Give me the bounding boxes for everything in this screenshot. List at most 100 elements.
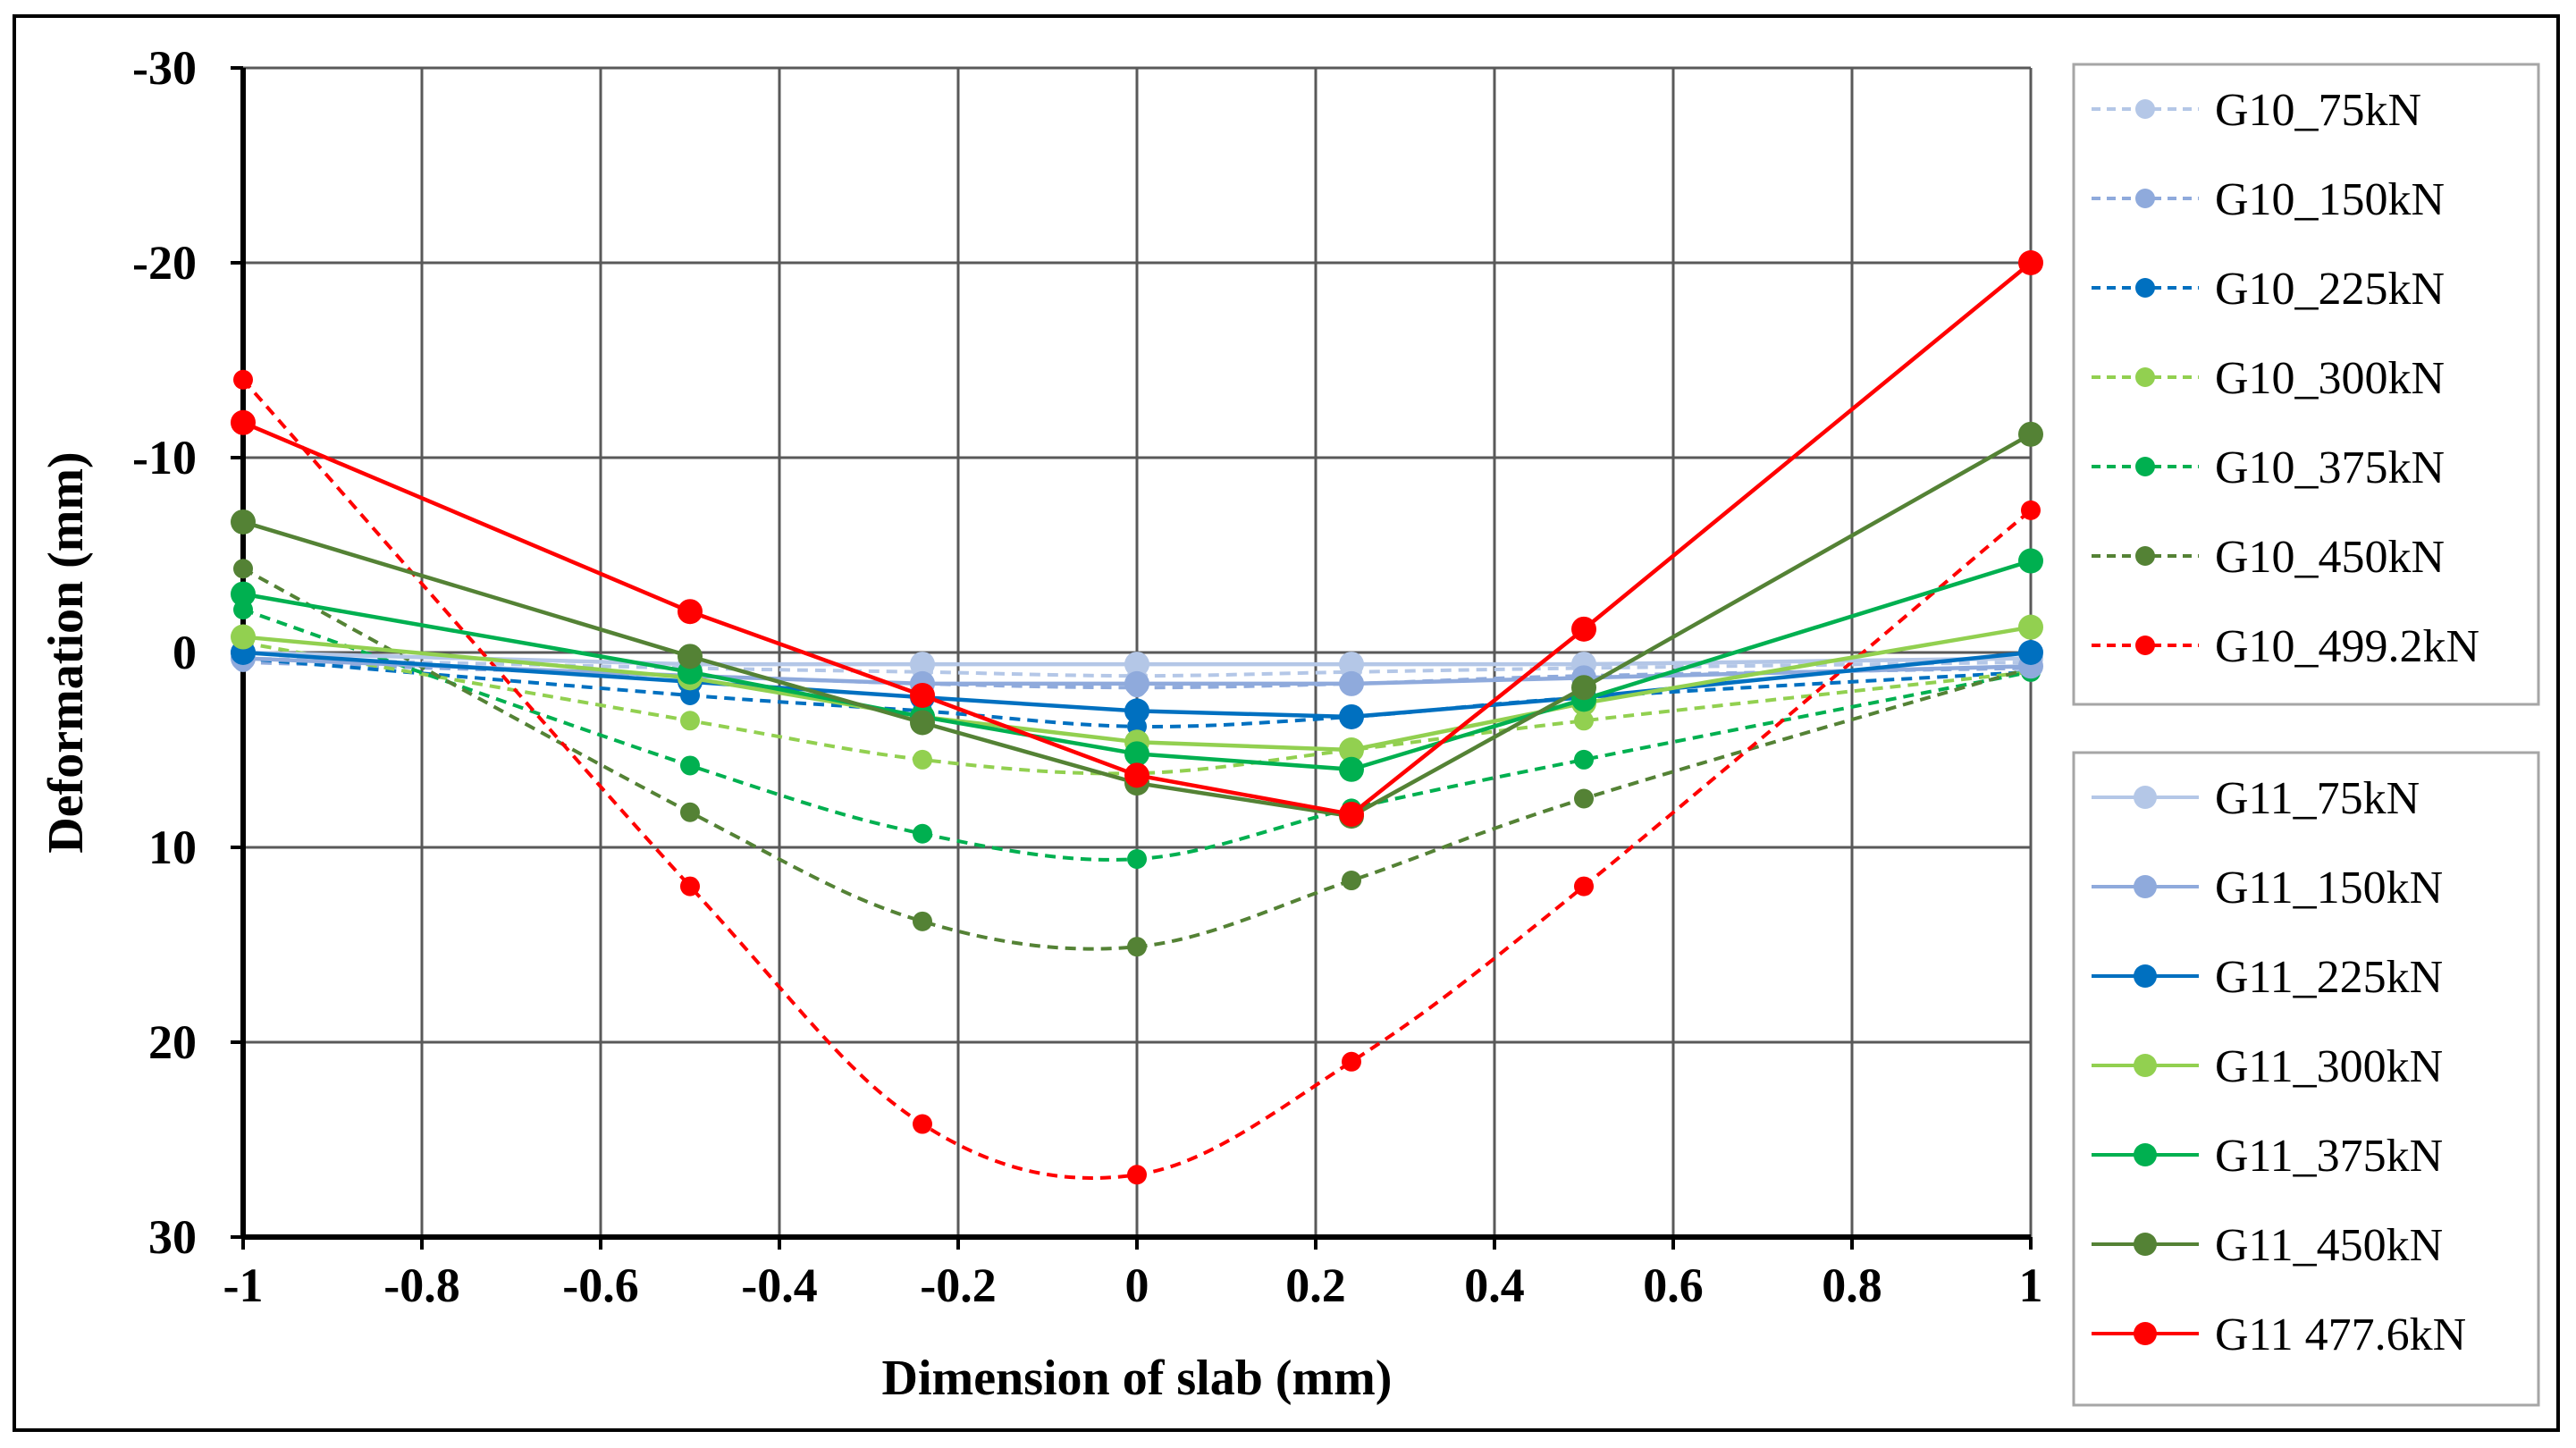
y-tick-labels: -30 -20 -10 0 10 20 30: [132, 41, 197, 1264]
legend-item: G11_300kN: [2092, 1041, 2443, 1092]
data-point: [1124, 670, 1149, 696]
legend-label: G11 477.6kN: [2215, 1309, 2466, 1360]
legend-swatch-marker: [2134, 1322, 2157, 1345]
x-tick-label: 0: [1125, 1259, 1149, 1312]
data-point: [1574, 876, 1594, 897]
y-tick-label: -30: [132, 41, 197, 95]
gridlines: [243, 66, 2033, 1237]
data-point: [678, 599, 703, 625]
data-point: [910, 652, 935, 678]
legend-item: G10_450kN: [2092, 532, 2445, 583]
data-point: [680, 876, 700, 897]
data-point: [231, 581, 256, 607]
series-g10-499-2kn: [233, 369, 2041, 1185]
legend-label: G11_225kN: [2215, 952, 2443, 1003]
y-tick-label: 10: [148, 821, 197, 874]
legend-swatch-marker: [2134, 1054, 2157, 1077]
x-tick-label: 0.2: [1285, 1259, 1346, 1312]
data-point: [2018, 640, 2043, 665]
legend-label: G10_300kN: [2215, 353, 2445, 404]
legend-swatch-marker: [2135, 99, 2155, 119]
legend-item: G10_150kN: [2092, 174, 2445, 225]
x-axis-title: Dimension of slab (mm): [882, 1351, 1393, 1406]
data-point: [1124, 652, 1149, 678]
y-tick-label: 20: [148, 1015, 197, 1069]
legend-item: G10_300kN: [2092, 353, 2445, 404]
data-point: [680, 711, 700, 731]
legend-item: G11 477.6kN: [2092, 1309, 2466, 1360]
legend-swatch-marker: [2134, 1143, 2157, 1166]
legend-swatch-marker: [2134, 964, 2157, 988]
data-point: [1124, 762, 1149, 788]
data-point: [1574, 749, 1594, 770]
data-point: [1127, 937, 1147, 957]
legend-label: G10_75kN: [2215, 85, 2421, 136]
legend: G10_75kN G10_150kN G10_225kN G10_300kN G10_3…: [2072, 63, 2540, 1407]
legend-label: G10_450kN: [2215, 532, 2445, 583]
series-g10-450kn: [233, 559, 2041, 957]
x-tick-label: 0.8: [1822, 1259, 1882, 1312]
data-point: [1342, 871, 1361, 891]
data-point: [910, 710, 935, 736]
data-point: [1339, 737, 1364, 762]
legend-label: G11_150kN: [2215, 863, 2443, 913]
data-point: [1127, 849, 1147, 870]
legend-item: G10_75kN: [2092, 85, 2421, 136]
data-point: [1124, 698, 1149, 724]
x-tick-label: -0.4: [741, 1259, 817, 1312]
legend-item: G11_150kN: [2092, 863, 2443, 913]
legend-swatch-marker: [2134, 875, 2157, 898]
legend-item: G10_225kN: [2092, 264, 2445, 315]
legend-swatch-marker: [2135, 189, 2155, 208]
legend-border: [2072, 751, 2540, 1407]
data-point: [1571, 675, 1596, 701]
y-tick-label: 30: [148, 1210, 197, 1264]
legend-swatch-marker: [2135, 636, 2155, 655]
legend-box-g10: G10_75kN G10_150kN G10_225kN G10_300kN G10_3…: [2072, 63, 2540, 706]
x-tick-label: -0.8: [383, 1259, 459, 1312]
legend-swatch-marker: [2134, 1233, 2157, 1256]
data-point: [231, 409, 256, 435]
x-tick-label: -1: [223, 1259, 264, 1312]
data-point: [1339, 670, 1364, 696]
data-point: [1574, 788, 1594, 809]
data-point: [231, 509, 256, 535]
data-point: [1339, 801, 1364, 827]
data-point: [2018, 548, 2043, 574]
legend-swatch-marker: [2135, 367, 2155, 387]
x-tick-label: -0.2: [920, 1259, 996, 1312]
data-point: [2018, 614, 2043, 640]
series-g11-477-6kn: [231, 250, 2043, 827]
legend-label: G10_499.2kN: [2215, 621, 2479, 672]
legend-item: G10_499.2kN: [2092, 621, 2479, 672]
x-tick-labels: -1 -0.8 -0.6 -0.4 -0.2 0 0.2 0.4 0.6 0.8 1: [223, 1259, 2043, 1312]
data-point: [1574, 711, 1594, 731]
data-point: [913, 749, 932, 770]
y-tick-label: -20: [132, 236, 197, 290]
data-point: [1127, 1165, 1147, 1185]
legend-label: G10_225kN: [2215, 264, 2445, 315]
legend-label: G11_375kN: [2215, 1131, 2443, 1182]
legend-label: G10_375kN: [2215, 442, 2445, 493]
legend-box-g11: G11_75kN G11_150kN G11_225kN G11_300kN G11_3…: [2072, 751, 2540, 1407]
x-tick-label: -0.6: [562, 1259, 638, 1312]
legend-item: G10_375kN: [2092, 442, 2445, 493]
data-point: [233, 369, 253, 390]
x-tick-label: 0.6: [1643, 1259, 1704, 1312]
legend-label: G11_75kN: [2215, 773, 2420, 824]
x-tick-label: 0.4: [1464, 1259, 1525, 1312]
data-point: [1571, 616, 1596, 642]
legend-label: G11_450kN: [2215, 1220, 2443, 1271]
legend-swatch-marker: [2135, 457, 2155, 476]
data-point: [913, 1114, 932, 1134]
chart-frame: [13, 14, 2560, 1432]
data-point: [913, 911, 932, 931]
data-point: [680, 802, 700, 822]
data-point: [913, 823, 932, 844]
data-point: [2018, 250, 2043, 275]
data-point: [680, 755, 700, 776]
legend-item: G11_75kN: [2092, 773, 2420, 824]
legend-label: G10_150kN: [2215, 174, 2445, 225]
legend-swatch-marker: [2135, 278, 2155, 298]
